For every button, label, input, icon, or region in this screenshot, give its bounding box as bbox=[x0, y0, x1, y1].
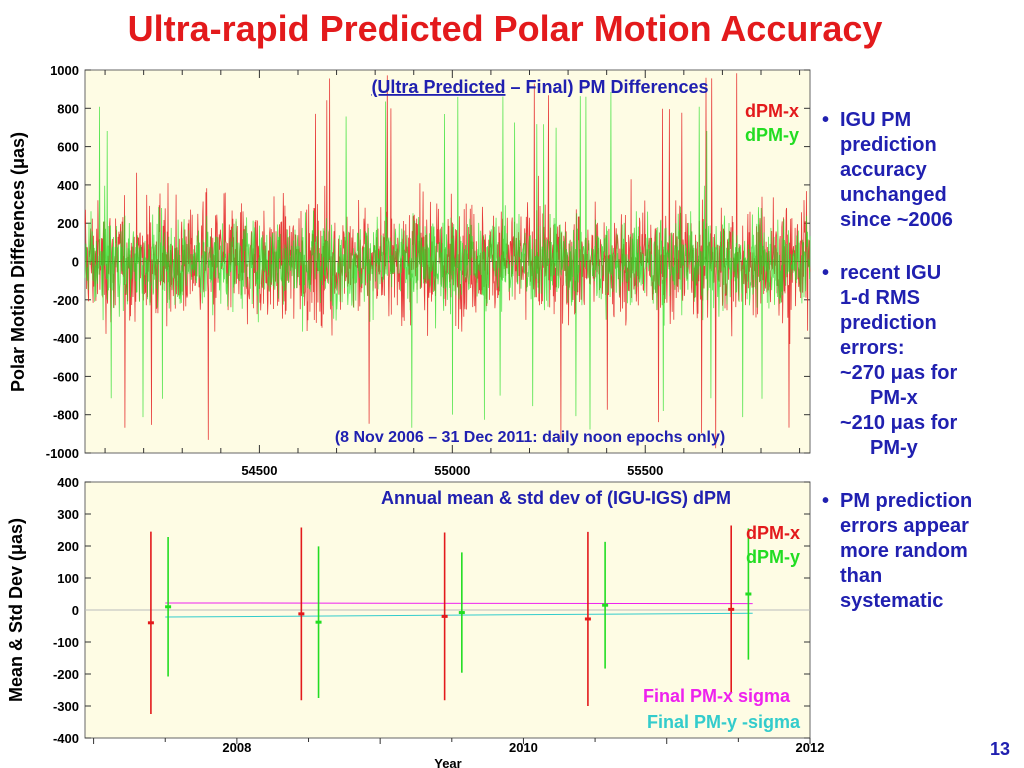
date-range-annotation: (8 Nov 2006 – 31 Dec 2011: daily noon ep… bbox=[335, 429, 725, 446]
bullet-item: recent IGU 1-d RMS prediction errors: ~2… bbox=[818, 261, 1018, 461]
y-axis-label: Polar Motion Differences (μas) bbox=[8, 132, 28, 392]
mean-marker-dPM-y bbox=[315, 620, 322, 624]
mean-marker-dPM-y bbox=[458, 611, 465, 615]
bullet-line: more random bbox=[840, 540, 968, 562]
y-tick-label: 1000 bbox=[50, 63, 79, 78]
bullet-line: systematic bbox=[840, 590, 944, 612]
legend-dpm-y: dPM-y bbox=[745, 125, 799, 145]
bullet-line: ~270 μas for bbox=[840, 362, 958, 384]
slide-title: Ultra-rapid Predicted Polar Motion Accur… bbox=[127, 8, 883, 49]
mean-marker-dPM-x bbox=[728, 607, 735, 611]
bullet-line: PM-x bbox=[870, 387, 918, 409]
mean-marker-dPM-y bbox=[165, 605, 172, 609]
bullet-line: errors appear bbox=[840, 515, 969, 537]
y-tick-label: 200 bbox=[57, 216, 79, 231]
chart-title: Annual mean & std dev of (IGU-IGS) dPM bbox=[381, 488, 731, 508]
x-tick-label: 2010 bbox=[509, 740, 538, 755]
bullet-line: IGU PM bbox=[840, 109, 912, 131]
pm-differences-chart: 1000 800 600 400 200 0 -200 -400 -600 -800 -1000 5… bbox=[8, 63, 811, 478]
bullet-line: accuracy bbox=[840, 159, 927, 181]
sigma-line bbox=[165, 612, 753, 618]
y-tick-label: -100 bbox=[53, 635, 79, 650]
y-tick-label: 400 bbox=[57, 178, 79, 193]
mean-marker-dPM-x bbox=[441, 614, 448, 618]
bullet-line: unchanged bbox=[840, 184, 947, 206]
legend-dpm-y: dPM-y bbox=[746, 547, 800, 567]
bullet-line: PM-y bbox=[870, 437, 918, 459]
bullet-line: prediction bbox=[840, 134, 937, 156]
bullet-line: ~210 μas for bbox=[840, 412, 958, 434]
mean-marker-dPM-y bbox=[602, 603, 609, 607]
bullet-line: since ~2006 bbox=[840, 209, 953, 231]
page-number: 13 bbox=[989, 739, 1010, 759]
x-axis-label: Year bbox=[434, 756, 461, 768]
bullet-line: errors: bbox=[840, 337, 905, 359]
chart-title-underlined: (Ultra Predicted bbox=[371, 77, 505, 97]
x-tick-label: 55500 bbox=[627, 463, 663, 478]
y-tick-label: -800 bbox=[53, 408, 79, 423]
y-tick-label: -600 bbox=[53, 369, 79, 384]
annual-mean-std-chart: 400 300 200 100 0 -100 -200 -300 -400 2008 2010 20… bbox=[6, 475, 825, 768]
x-tick-label: 55000 bbox=[434, 463, 470, 478]
bullet-line: than bbox=[840, 565, 883, 587]
x-tick-label: 54500 bbox=[241, 463, 277, 478]
y-tick-label: -300 bbox=[53, 699, 79, 714]
y-tick-label: -400 bbox=[53, 331, 79, 346]
mean-marker-dPM-x bbox=[584, 617, 591, 621]
y-tick-label: 200 bbox=[57, 539, 79, 554]
x-tick-label: 2012 bbox=[796, 740, 825, 755]
y-tick-label: 100 bbox=[57, 571, 79, 586]
bullet-line: PM prediction bbox=[840, 490, 973, 512]
mean-marker-dPM-x bbox=[298, 612, 305, 616]
bullet-item: IGU PM prediction accuracy unchanged sin… bbox=[818, 108, 1018, 233]
sigma-line bbox=[165, 602, 753, 605]
x-tick-label: 2008 bbox=[222, 740, 251, 755]
y-axis-label: Mean & Std Dev (μas) bbox=[6, 518, 26, 702]
legend-dpm-x: dPM-x bbox=[745, 101, 799, 121]
y-tick-label: 300 bbox=[57, 507, 79, 522]
bullet-list: IGU PM prediction accuracy unchanged sin… bbox=[818, 108, 1018, 636]
y-tick-label: 0 bbox=[72, 255, 79, 270]
mean-marker-dPM-y bbox=[745, 592, 752, 596]
mean-marker-dPM-x bbox=[147, 621, 154, 625]
legend-dpm-x: dPM-x bbox=[746, 523, 800, 543]
series-line-dPM-y bbox=[84, 91, 811, 430]
chart-title-rest: – Final) PM Differences bbox=[505, 77, 708, 97]
bullet-line: recent IGU bbox=[840, 262, 942, 284]
bullet-item: PM prediction errors appear more random … bbox=[818, 489, 1018, 614]
bullet-line: 1-d RMS bbox=[840, 287, 920, 309]
y-tick-label: 400 bbox=[57, 475, 79, 490]
bullet-line: prediction bbox=[840, 312, 937, 334]
series-group bbox=[84, 73, 811, 449]
y-tick-label: -400 bbox=[53, 731, 79, 746]
y-tick-label: -200 bbox=[53, 293, 79, 308]
y-tick-label: 0 bbox=[72, 603, 79, 618]
y-tick-label: 600 bbox=[57, 140, 79, 155]
legend-final-pmy-sigma: Final PM-y -sigma bbox=[647, 712, 801, 732]
y-tick-label: 800 bbox=[57, 101, 79, 116]
y-tick-label: -200 bbox=[53, 667, 79, 682]
legend-final-pmx-sigma: Final PM-x sigma bbox=[643, 686, 791, 706]
y-tick-label: -1000 bbox=[46, 446, 79, 461]
chart-title: (Ultra Predicted – Final) PM Differences bbox=[371, 77, 708, 97]
